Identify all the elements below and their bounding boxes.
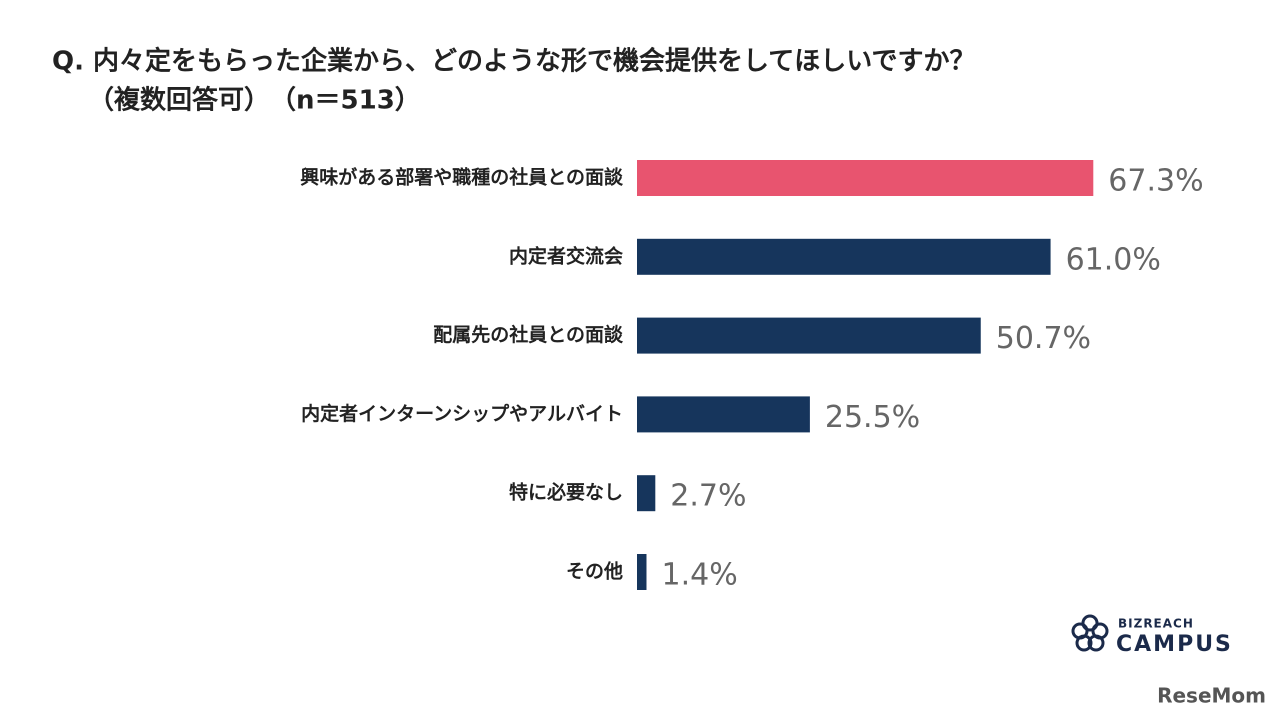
category-label: 内定者インターンシップやアルバイト bbox=[301, 402, 623, 425]
bar bbox=[637, 160, 1094, 196]
category-label: 特に必要なし bbox=[509, 481, 623, 504]
value-label: 50.7% bbox=[996, 321, 1091, 356]
value-label: 25.5% bbox=[825, 400, 920, 435]
logo-brand: CAMPUS bbox=[1116, 632, 1233, 657]
value-label: 1.4% bbox=[661, 558, 737, 593]
bar bbox=[637, 554, 647, 590]
bar bbox=[637, 396, 810, 433]
logo-icon bbox=[1071, 614, 1109, 652]
bar bbox=[637, 317, 981, 354]
category-label: 内定者交流会 bbox=[509, 244, 623, 267]
value-label: 67.3% bbox=[1108, 164, 1203, 199]
category-label: その他 bbox=[566, 560, 623, 583]
bar bbox=[637, 475, 656, 512]
chart-subtitle: （複数回答可） （n＝513） bbox=[88, 85, 421, 116]
bar bbox=[637, 238, 1051, 275]
chart-title: Q. 内々定をもらった企業から、どのような形で機会提供をしてほしいですか？ bbox=[52, 46, 975, 77]
logo-brand-top: BIZREACH bbox=[1118, 617, 1194, 631]
value-label: 2.7% bbox=[670, 479, 746, 514]
category-label: 配属先の社員との面談 bbox=[433, 323, 624, 346]
source-logo: ReseMom bbox=[1157, 684, 1266, 708]
value-label: 61.0% bbox=[1066, 242, 1161, 277]
category-label: 興味がある部署や職種の社員との面談 bbox=[300, 166, 624, 189]
